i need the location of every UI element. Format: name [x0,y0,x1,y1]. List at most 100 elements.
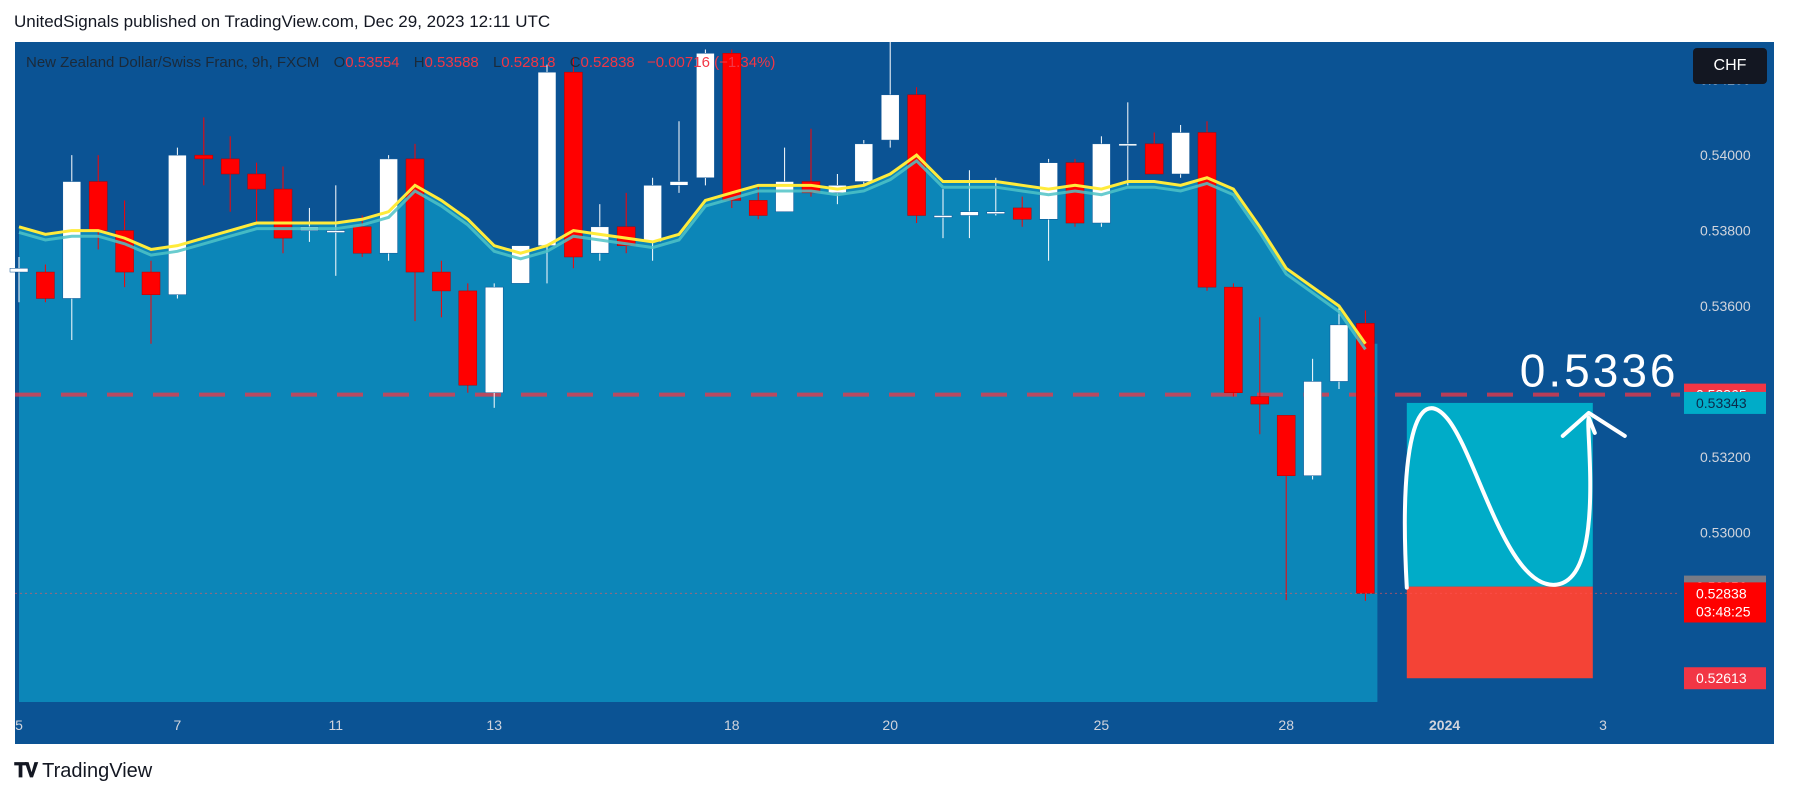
open-value: 0.53554 [345,54,400,71]
candle-body[interactable] [194,154,214,160]
candle-body[interactable] [88,181,108,231]
target-zone[interactable] [1406,402,1593,587]
candle-body[interactable] [960,211,979,216]
candle-body[interactable] [696,53,715,179]
low-label: L [492,54,502,71]
candle-body[interactable] [352,226,372,254]
time-tick-label: 20 [882,717,898,733]
candle-body[interactable] [1197,132,1217,288]
candle-body[interactable] [1250,396,1270,405]
candle-body[interactable] [1118,143,1138,147]
high-value: 0.53588 [424,54,479,71]
candle-body[interactable] [880,94,900,141]
candle-body[interactable] [273,188,293,239]
price-tick-label: 0.53800 [1700,223,1751,239]
time-tick-label: 13 [486,717,502,733]
candle-body[interactable] [405,158,425,273]
candle-body[interactable] [168,154,187,295]
price-tick-label: 0.53000 [1700,524,1751,540]
candle-body[interactable] [511,245,530,284]
candle-body[interactable] [986,211,1006,214]
open-label: O [333,54,346,71]
candle-body[interactable] [247,173,266,190]
stop-zone[interactable] [1406,586,1593,679]
candle-body[interactable] [1012,207,1032,220]
price-label-box [1684,667,1766,690]
candle-body[interactable] [1276,415,1296,476]
price-label-box [1684,600,1766,623]
candle-body[interactable] [643,185,662,243]
candle-body[interactable] [748,200,768,216]
time-tick-label: 5 [15,717,23,733]
price-tick-label: 0.53200 [1700,449,1751,465]
price-tick-label: 0.53600 [1700,298,1751,314]
ema-area-layer [19,155,1378,703]
close-label: C [569,54,581,71]
time-tick-label: 28 [1278,717,1294,733]
price-label-text: 0.53343 [1696,395,1747,411]
candle-body[interactable] [564,71,583,258]
time-axis-background [15,702,1774,744]
close-value: 0.52838 [580,54,635,71]
candlestick-series [9,42,1375,601]
price-label-text: 0.52613 [1696,670,1747,686]
candle-body[interactable] [220,158,240,175]
brand-name: TradingView [42,760,153,782]
candle-body[interactable] [9,268,29,273]
ema-line-layer [18,153,1367,351]
symbol-legend[interactable]: New Zealand Dollar/Swiss Franc, 9h, FXCM… [26,54,775,71]
high-label: H [413,54,425,71]
candle-body[interactable] [432,271,451,292]
ema-slow-line [18,158,1367,351]
candle-body[interactable] [1144,143,1164,175]
candle-body[interactable] [933,215,953,218]
price-axis: 0.542000.540000.538000.536000.532000.530… [1680,42,1774,702]
annotation-layer: 0.5336 [1402,345,1679,590]
candle-body[interactable] [1303,381,1322,476]
candle-body[interactable] [141,271,161,295]
candle-body[interactable] [1356,323,1375,594]
candle-body[interactable] [458,290,478,386]
time-tick-label: 2024 [1429,717,1460,733]
candle-body[interactable] [36,271,55,299]
candle-body[interactable] [537,71,557,246]
tradingview-logo-icon: 𝐓𝐕 [14,760,38,782]
time-tick-label: 7 [174,717,182,733]
candle-body[interactable] [1329,324,1349,382]
time-tick-label: 11 [329,717,344,733]
candle-body[interactable] [722,53,742,201]
change-value: −0.00716 (−1.34%) [646,54,776,71]
price-label-box [1684,391,1766,414]
time-tick-label: 3 [1599,717,1607,733]
candle-body[interactable] [669,181,689,186]
price-label-box [1684,582,1766,605]
ema-fast-line [18,153,1367,345]
candle-body[interactable] [62,181,82,299]
ema-area [19,155,1378,703]
projection-arrowhead[interactable] [1560,410,1627,438]
candle-body[interactable] [1224,286,1243,393]
candle-body[interactable] [484,286,504,393]
time-axis: 5 7 11 13 18 20 25 28 2024 3 [15,702,1774,744]
projection-curve[interactable] [1402,406,1597,590]
price-label-text: 03:48:25 [1696,603,1751,619]
candle-body[interactable] [1171,132,1190,175]
position-tool [15,402,1680,679]
price-label-text: 0.52838 [1696,585,1747,601]
time-tick-label: 25 [1094,717,1110,733]
candle-body[interactable] [326,230,346,233]
target-annotation-label: 0.5336 [1520,345,1679,397]
candle-body[interactable] [854,143,874,182]
symbol-title: New Zealand Dollar/Swiss Franc, 9h, FXCM [26,54,320,71]
currency-button[interactable]: CHF [1693,48,1767,84]
time-tick-label: 18 [724,717,740,733]
candle-body[interactable] [1092,143,1111,224]
candle-body[interactable] [1039,162,1058,220]
price-tick-label: 0.54000 [1700,147,1751,163]
low-value: 0.52818 [501,54,556,71]
publisher-caption: UnitedSignals published on TradingView.c… [14,12,551,31]
candle-body[interactable] [775,181,794,212]
tradingview-brand[interactable]: 𝐓𝐕 TradingView [14,760,152,783]
candle-body[interactable] [379,158,398,254]
